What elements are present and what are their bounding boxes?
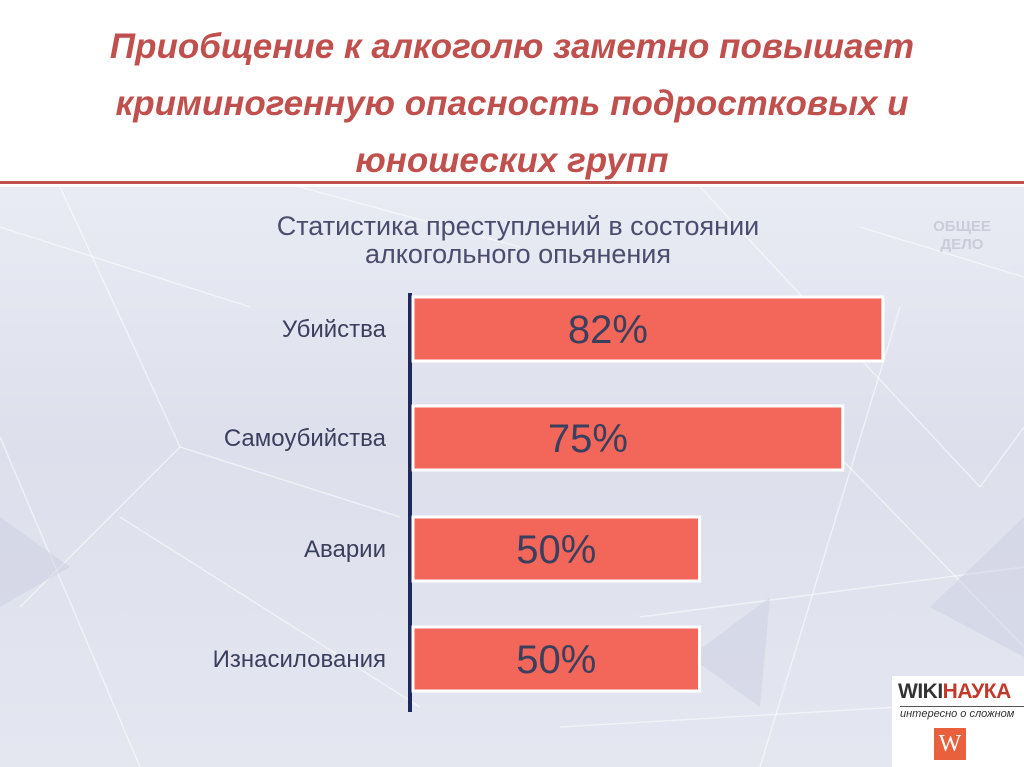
- chart-panel: ОБЩЕЕ ДЕЛО Статистика преступлений в сос…: [0, 187, 1024, 767]
- wikinauka-logo: WIKIНАУКА интересно о сложном W: [892, 676, 1024, 767]
- category-label-3: Аварии: [304, 536, 386, 563]
- background-network-lines: [0, 187, 1024, 767]
- value-label-2: 75%: [548, 417, 628, 461]
- category-label-2: Самоубийства: [224, 425, 387, 452]
- bar-2: [411, 404, 845, 472]
- channel-logo-line1: ОБЩЕЕ: [933, 218, 991, 235]
- category-label-4: Изнасилования: [213, 646, 386, 673]
- wikinauka-tagline: интересно о сложном: [900, 706, 1024, 721]
- chart-title-line-1: Статистика преступлений в состоянии: [277, 211, 760, 241]
- bar-3: [411, 515, 701, 583]
- wordmark-part1: WIKI: [898, 680, 943, 703]
- bars: [411, 295, 885, 693]
- chart-title-line-2: алкогольного опьянения: [365, 239, 671, 269]
- bar-chart: ОБЩЕЕ ДЕЛО Статистика преступлений в сос…: [0, 187, 1024, 767]
- chart-title: Статистика преступлений в состоянииалког…: [277, 211, 760, 269]
- slide-title-area: Приобщение к алкоголю заметно повышает к…: [0, 0, 1024, 184]
- value-label-4: 50%: [516, 638, 596, 682]
- slide-title: Приобщение к алкоголю заметно повышает к…: [109, 27, 915, 180]
- wikinauka-wordmark: WIKIНАУКА: [898, 680, 1024, 704]
- bar-1: [411, 295, 885, 363]
- channel-logo: ОБЩЕЕ ДЕЛО: [933, 218, 991, 253]
- value-label-3: 50%: [516, 528, 596, 572]
- value-label-1: 82%: [568, 308, 648, 352]
- wordmark-part2: НАУКА: [942, 680, 1012, 703]
- value-labels: 82% 75% 50% 50%: [516, 308, 648, 682]
- channel-logo-line2: ДЕЛО: [941, 236, 984, 253]
- category-labels: Убийства Самоубийства Аварии Изнасилования: [213, 316, 387, 673]
- bar-4: [411, 625, 701, 693]
- wikinauka-w-icon: W: [934, 728, 966, 760]
- category-label-1: Убийства: [282, 316, 387, 343]
